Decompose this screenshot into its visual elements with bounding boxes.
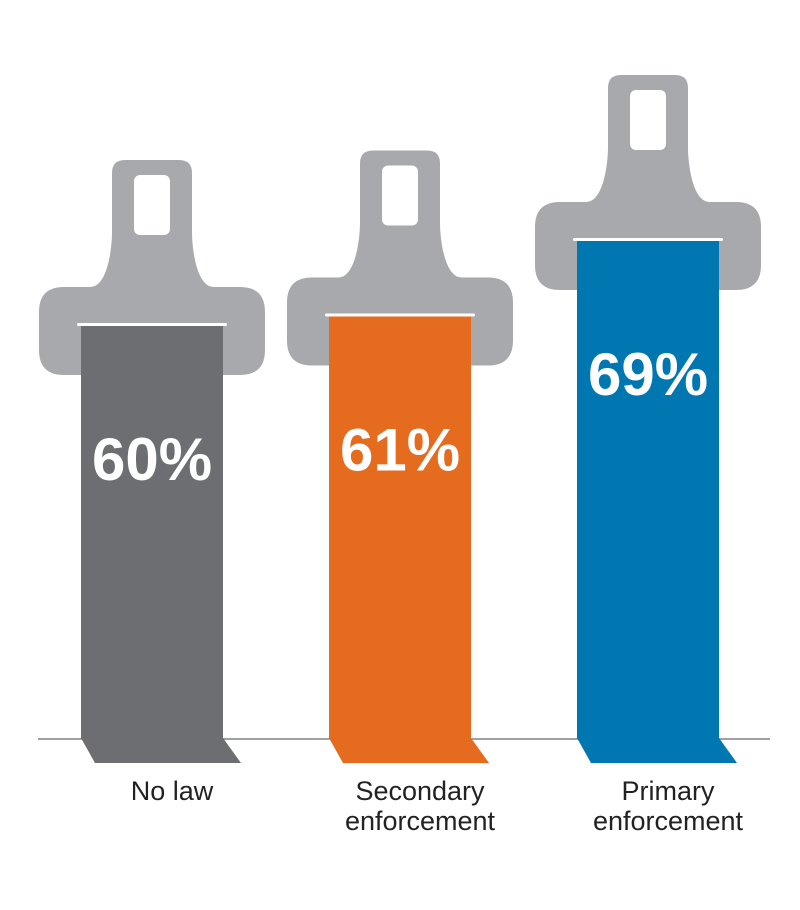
category-label-line: Secondary: [355, 776, 485, 806]
bar-group: 61% Secondary enforcement: [287, 150, 513, 836]
bar-value-label: 61%: [340, 417, 460, 484]
buckle-slit: [573, 238, 723, 241]
category-label-line: enforcement: [593, 806, 744, 836]
category-label: Secondary enforcement: [345, 776, 496, 836]
buckle-slot: [630, 90, 666, 150]
bar-fold: [329, 738, 489, 763]
buckle-slit: [77, 323, 227, 326]
bar-group: 69% Primary enforcement: [535, 75, 761, 836]
category-label-line: Primary: [622, 776, 715, 806]
seatbelt-buckle-icon: [287, 150, 513, 366]
category-label-line: enforcement: [345, 806, 496, 836]
category-label: Primary enforcement: [593, 776, 744, 836]
bar: [81, 325, 223, 738]
bar-fold: [81, 738, 241, 763]
buckle-slot: [134, 175, 170, 235]
bar: [329, 315, 471, 738]
bar-fold: [577, 738, 737, 763]
bar-value-label: 69%: [588, 341, 708, 408]
seatbelt-buckle-icon: [39, 160, 265, 375]
category-label: No law: [131, 776, 214, 806]
category-label-line: No law: [131, 776, 214, 806]
bar-value-label: 60%: [92, 426, 212, 493]
buckle-slit: [325, 313, 475, 317]
bar-group: 60% No law: [39, 160, 265, 806]
buckle-slot: [382, 165, 418, 226]
bar: [577, 240, 719, 738]
seatbelt-buckle-icon: [535, 75, 761, 290]
